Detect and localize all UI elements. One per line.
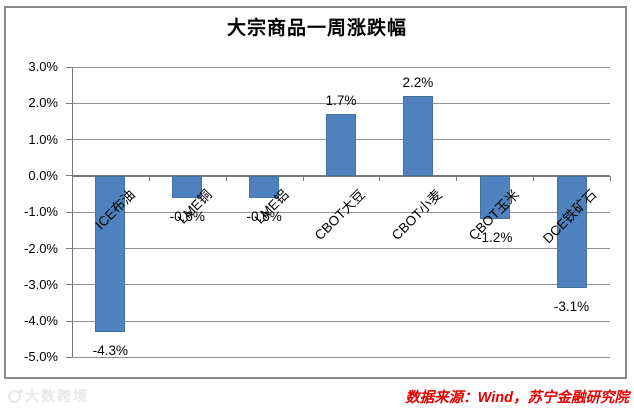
y-axis-tick [66,356,72,358]
y-axis-tick-label: 0.0% [28,167,58,183]
watermark: 大数跨境 [8,386,89,406]
gridline [72,211,610,213]
y-axis-tick-label: 2.0% [28,95,58,111]
chart-title: 大宗商品一周涨跌幅 [226,18,407,39]
y-axis-tick [66,102,72,104]
gridline [72,102,610,104]
gridline [72,320,610,322]
y-axis-tick [66,284,72,286]
x-axis-zero-line [72,174,610,177]
gridline [72,66,610,68]
bar-value-label: 1.7% [325,93,357,109]
x-axis-tick [456,175,458,181]
bar-value-label: -1.2% [477,230,513,246]
y-axis-tick [66,320,72,322]
bar-0 [95,175,126,332]
gridline [72,356,610,358]
gridline [72,284,610,286]
bar-1 [172,175,203,198]
y-axis-tick-label: -4.0% [24,313,58,329]
y-axis-tick [66,66,72,68]
y-axis-tick-label: -3.0% [24,276,58,292]
bar-value-label: -0.6% [246,208,282,224]
y-axis-tick [66,175,72,177]
bar-4 [402,96,433,176]
x-axis-tick [610,175,611,181]
y-axis-line [72,67,73,358]
y-axis-tick-label: -5.0% [24,349,58,365]
bar-value-label: -4.3% [92,342,129,358]
y-axis-tick [66,248,72,249]
watermark-text: 大数跨境 [25,388,89,404]
source-caption: 数据来源：Wind，苏宁金融研究院 [405,390,629,406]
bar-value-label: -0.6% [169,208,205,224]
y-axis-tick-label: -2.0% [24,240,58,256]
bar-6 [556,175,587,289]
x-axis-tick [72,175,73,181]
y-axis-tick [66,211,72,213]
x-axis-tick [225,175,227,181]
y-axis-tick-label: -1.0% [24,204,58,220]
x-axis-tick [148,175,150,181]
watermark-logo-icon [8,388,23,403]
bar-2 [249,175,280,198]
y-axis-tick-label: 3.0% [28,59,58,74]
y-axis-tick [66,139,72,141]
gridline [72,248,610,249]
bar-3 [326,114,356,176]
bar-value-label: -3.1% [553,299,590,315]
x-axis-tick [302,175,304,181]
x-axis-tick [379,175,381,181]
x-axis-tick [533,175,535,181]
y-axis-tick-label: 1.0% [28,131,58,147]
bar-5 [479,175,510,220]
bar-value-label: 2.2% [402,75,434,91]
